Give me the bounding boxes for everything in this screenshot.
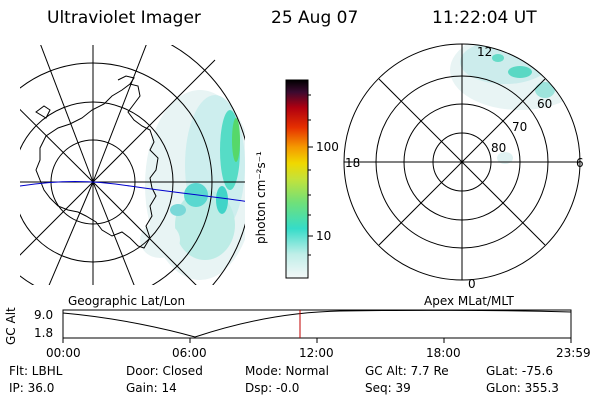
- mlat-label-70: 70: [512, 120, 528, 134]
- dsp-readout: Dsp: -0.0: [245, 381, 300, 395]
- apex-caption: Apex MLat/MLT: [424, 294, 514, 308]
- timeline-xtick: 12:00: [299, 346, 334, 360]
- mlt-label-18: 18: [345, 156, 361, 170]
- timeline-ytick-top: 9.0: [34, 308, 54, 322]
- timeline-xtick: 00:00: [46, 346, 81, 360]
- colorbar-tick-100: 100: [316, 140, 339, 154]
- mlat-label-80: 80: [491, 141, 507, 155]
- magnetic-polar-dial: [343, 43, 581, 281]
- colorbar-tick-10: 10: [316, 229, 332, 243]
- time-label: 11:22:04 UT: [432, 8, 537, 28]
- timeline-ylabel: GC Alt: [4, 307, 18, 345]
- emission-clouds: [140, 90, 245, 280]
- app-title: Ultraviolet Imager: [47, 8, 201, 28]
- gc-alt-readout: GC Alt: 7.7 Re: [365, 364, 449, 378]
- geographic-caption: Geographic Lat/Lon: [68, 294, 186, 308]
- mlt-label-6: 6: [576, 156, 584, 170]
- date-label: 25 Aug 07: [271, 8, 359, 28]
- satellite-ground-track: [20, 181, 245, 202]
- colorbar-unit-label: photon cm⁻²s⁻¹: [254, 151, 268, 244]
- timeline-xtick: 18:00: [426, 346, 461, 360]
- seq-readout: Seq: 39: [365, 381, 411, 395]
- glat-readout: GLat: -75.6: [486, 364, 553, 378]
- timeline-xtick: 06:00: [172, 346, 207, 360]
- mode-readout: Mode: Normal: [245, 364, 329, 378]
- mlat-label-60: 60: [537, 97, 553, 111]
- glon-readout: GLon: 355.3: [486, 381, 559, 395]
- ip-readout: IP: 36.0: [9, 381, 55, 395]
- gc-altitude-curve: [62, 309, 572, 338]
- timeline-xtick: 23:59: [556, 346, 591, 360]
- mlt-label-12: 12: [477, 45, 493, 59]
- geographic-map: [20, 45, 245, 285]
- colorbar: [285, 79, 313, 279]
- gain-readout: Gain: 14: [126, 381, 177, 395]
- altitude-timeline: [62, 309, 572, 343]
- door-readout: Door: Closed: [126, 364, 203, 378]
- filter-readout: Flt: LBHL: [9, 364, 63, 378]
- mlt-emission: [450, 44, 580, 164]
- timeline-ytick-bottom: 1.8: [34, 326, 54, 340]
- coastline: [35, 83, 159, 249]
- mlt-label-0: 0: [468, 277, 476, 291]
